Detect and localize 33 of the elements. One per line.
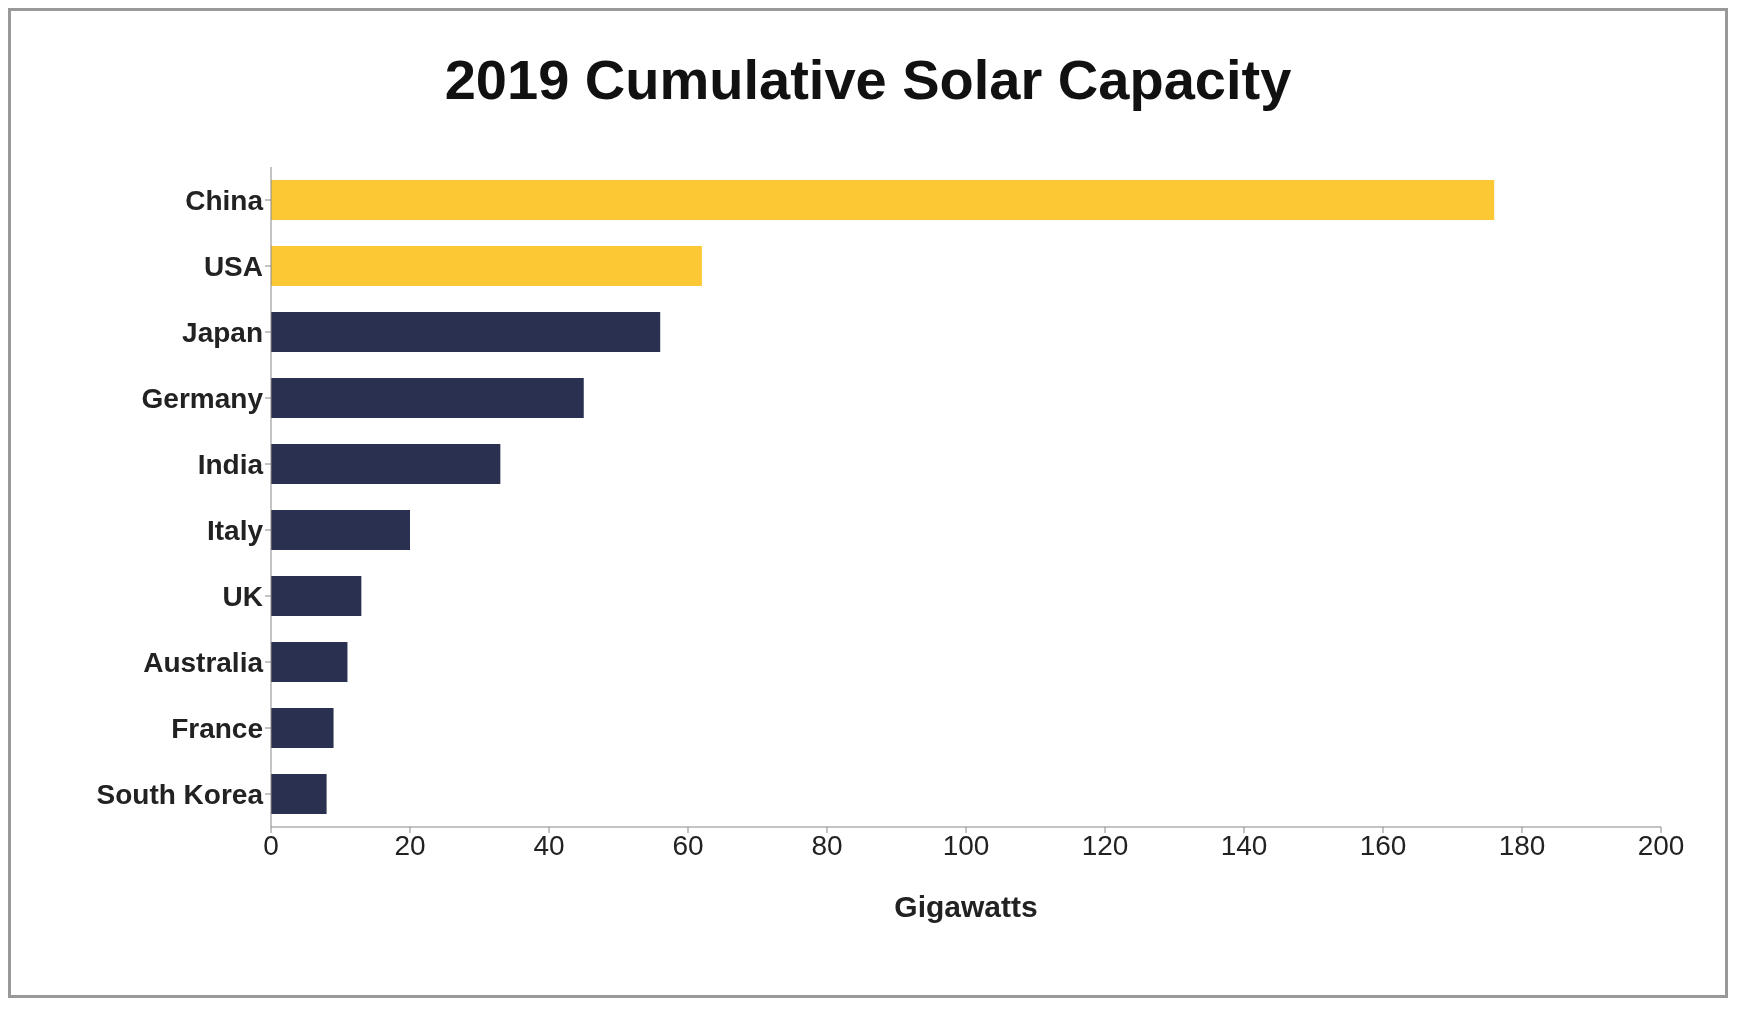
y-tick-label: USA: [203, 250, 263, 282]
y-tick-label: China: [185, 184, 264, 216]
x-tick-label: 120: [1081, 829, 1129, 861]
bar: [271, 246, 702, 286]
bar: [271, 642, 348, 682]
bar: [271, 774, 327, 814]
bar: [271, 510, 410, 550]
x-tick-label: 140: [1220, 829, 1268, 861]
x-tick-label: 180: [1498, 829, 1546, 861]
y-tick-label: Japan: [182, 316, 263, 348]
x-tick-label: 0: [263, 829, 279, 861]
x-tick-label: 20: [394, 829, 426, 861]
y-tick-label: UK: [222, 580, 263, 612]
bar: [271, 444, 501, 484]
x-tick-label: 80: [811, 829, 843, 861]
y-tick-label: France: [171, 712, 263, 744]
y-tick-label: India: [197, 448, 264, 480]
bar: [271, 180, 1495, 220]
y-tick-label: Australia: [143, 646, 264, 678]
x-tick-label: 60: [672, 829, 704, 861]
bar: [271, 312, 661, 352]
y-tick-label: Italy: [206, 514, 264, 546]
x-axis-title: Gigawatts: [894, 890, 1038, 923]
x-tick-label: 40: [533, 829, 565, 861]
y-tick-label: South Korea: [96, 778, 264, 810]
bar: [271, 378, 584, 418]
x-tick-label: 160: [1359, 829, 1407, 861]
x-tick-label: 100: [942, 829, 990, 861]
chart-title: 2019 Cumulative Solar Capacity: [443, 47, 1293, 113]
x-tick-label: 200: [1637, 829, 1685, 861]
bar: [271, 576, 362, 616]
bar: [271, 708, 334, 748]
y-tick-label: Germany: [141, 382, 264, 414]
